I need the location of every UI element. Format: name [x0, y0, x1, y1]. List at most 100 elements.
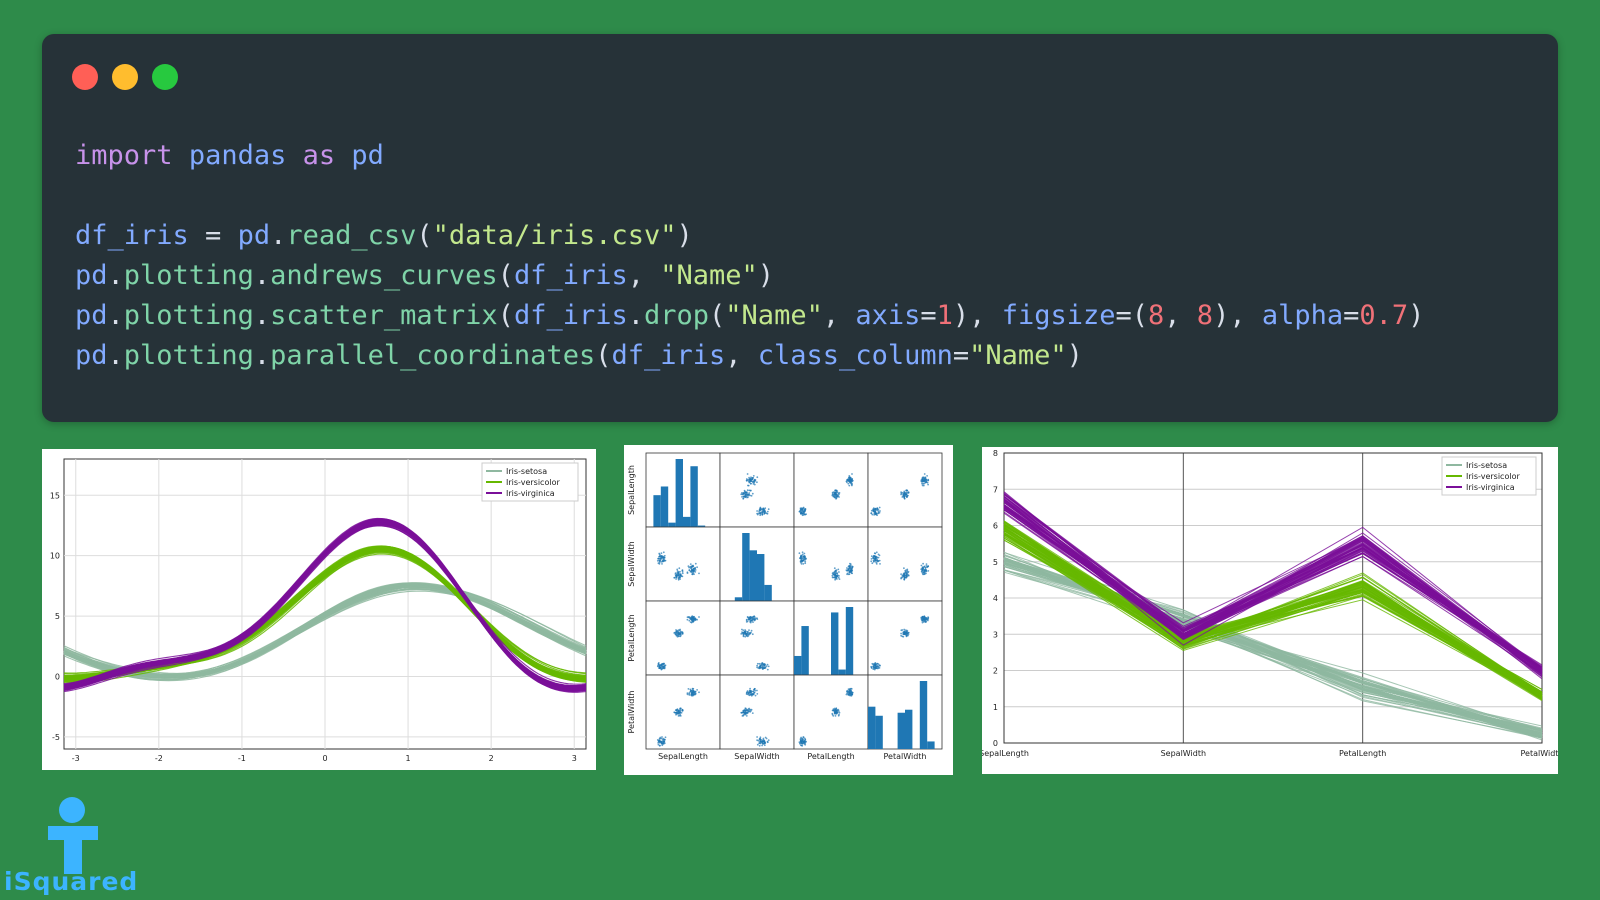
scatter-point: [678, 567, 681, 570]
parallel-y-tick: 3: [993, 630, 998, 639]
scatter-point: [756, 481, 758, 484]
scatter-point: [756, 739, 758, 742]
scatter-point: [834, 712, 836, 715]
scatter-point: [761, 666, 763, 669]
scatter-point: [658, 744, 661, 747]
code-line-4: pd.plotting.andrews_curves(df_iris, "Nam…: [75, 260, 775, 291]
scatter-point: [851, 566, 854, 569]
scatter-point: [904, 632, 906, 635]
scatter-point: [851, 473, 853, 475]
scatter-point: [745, 621, 748, 623]
scatter-point: [847, 693, 850, 695]
scatter-point: [838, 496, 840, 498]
scatter-point: [753, 691, 756, 694]
scatter-hist-bar: [742, 533, 750, 601]
scatter-point: [836, 495, 839, 498]
scatter-point: [925, 478, 927, 481]
scatter-point: [759, 514, 762, 517]
scatter-point: [905, 489, 908, 492]
scatter-y-label: SepalLength: [627, 465, 636, 515]
scatter-point: [658, 741, 661, 744]
scatter-point: [748, 707, 751, 710]
scatter-hist-bar: [749, 550, 757, 601]
scatter-point: [801, 744, 804, 747]
scatter-point: [846, 567, 848, 569]
scatter-point: [832, 709, 835, 712]
scatter-point: [870, 555, 873, 558]
scatter-point: [804, 558, 807, 561]
scatter-point: [742, 629, 745, 632]
code-block: import pandas as pd df_iris = pd.read_cs…: [75, 136, 1424, 376]
scatter-point: [677, 712, 680, 715]
scatter-point: [754, 479, 757, 481]
scatter-point: [749, 621, 752, 624]
scatter-point: [800, 558, 803, 560]
andrews-legend-label: Iris-setosa: [506, 467, 547, 476]
scatter-point: [691, 621, 694, 623]
scatter-point: [801, 560, 804, 563]
scatter-point: [851, 567, 853, 570]
scatter-point: [750, 617, 753, 620]
scatter-point: [925, 563, 928, 565]
andrews-curves-plot: -3 -2 -1 0 1 2 3 -5 0 5 10 15 Iris-setosa Iris-versic…: [42, 449, 596, 770]
parallel-y-tick: 1: [993, 703, 998, 712]
parallel-legend-label: Iris-virginica: [1466, 483, 1515, 492]
scatter-point: [846, 690, 848, 693]
scatter-point: [902, 635, 905, 638]
scatter-point: [923, 473, 926, 475]
scatter-point: [877, 556, 880, 559]
scatter-point: [659, 558, 661, 560]
scatter-point: [745, 693, 748, 695]
scatter-point: [764, 663, 766, 666]
scatter-point: [681, 570, 684, 573]
code-line-3: df_iris = pd.read_csv("data/iris.csv"): [75, 220, 693, 251]
scatter-point: [836, 575, 838, 578]
scatter-point: [765, 665, 768, 668]
scatter-point: [748, 476, 750, 479]
minimize-dot-icon[interactable]: [112, 64, 138, 90]
maximize-dot-icon[interactable]: [152, 64, 178, 90]
scatter-point: [803, 552, 806, 555]
scatter-point: [834, 494, 837, 497]
scatter-hist-bar: [764, 584, 772, 601]
scatter-point: [694, 569, 697, 571]
scatter-point: [850, 691, 853, 694]
scatter-point: [679, 631, 681, 634]
scatter-point: [656, 559, 659, 562]
scatter-point: [675, 713, 677, 716]
scatter-point: [904, 494, 906, 497]
scatter-cell: [793, 674, 869, 750]
scatter-point: [754, 694, 757, 697]
scatter-point: [837, 568, 840, 571]
scatter-point: [906, 575, 908, 578]
scatter-point: [922, 571, 925, 574]
scatter-point: [756, 736, 758, 738]
scatter-point: [677, 578, 680, 581]
scatter-point: [751, 633, 754, 636]
andrews-curve: [63, 546, 587, 684]
scatter-point: [922, 484, 925, 487]
parallel-line: [1003, 537, 1543, 695]
andrews-curves-chart: -3 -2 -1 0 1 2 3 -5 0 5 10 15 Iris-setosa Iris-versic…: [50, 458, 587, 763]
scatter-point: [906, 630, 908, 633]
scatter-point: [906, 495, 908, 498]
scatter-point: [925, 565, 928, 567]
scatter-point: [849, 568, 852, 571]
scatter-point: [674, 711, 677, 714]
scatter-point: [747, 494, 750, 497]
scatter-point: [746, 473, 749, 475]
scatter-point: [873, 560, 875, 562]
scatter-point: [691, 619, 694, 622]
scatter-point: [924, 480, 926, 482]
scatter-point: [763, 744, 766, 747]
scatter-point: [835, 576, 837, 579]
scatter-point: [748, 694, 751, 697]
scatter-point: [803, 555, 806, 557]
scatter-point: [658, 739, 661, 742]
scatter-point: [760, 508, 763, 510]
close-dot-icon[interactable]: [72, 64, 98, 90]
parallel-line: [1003, 507, 1543, 668]
scatter-point: [657, 742, 659, 744]
scatter-point: [676, 571, 679, 574]
scatter-point: [663, 739, 665, 741]
